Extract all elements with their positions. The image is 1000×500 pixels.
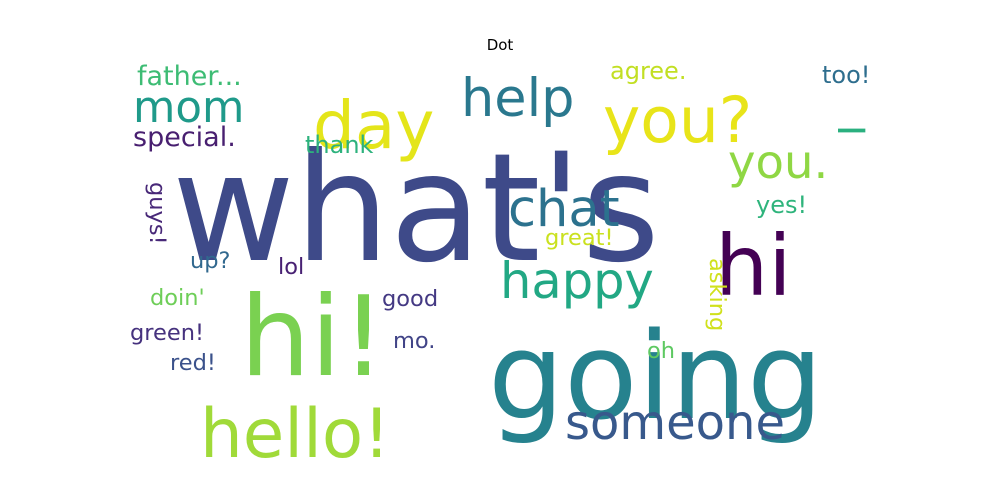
word-4: hello! — [200, 394, 390, 473]
word-27: green! — [130, 320, 204, 346]
word-13: I — [829, 125, 873, 136]
word-10: someone — [565, 395, 785, 451]
word-6: you? — [603, 84, 752, 157]
word-18: thank — [305, 131, 374, 159]
word-21: guys! — [144, 182, 170, 245]
word-17: too! — [822, 61, 870, 89]
word-30: oh — [647, 338, 675, 364]
word-24: doin' — [150, 285, 205, 311]
word-29: red! — [170, 350, 216, 376]
chart-title: Dot — [486, 36, 514, 54]
word-9: happy — [500, 252, 654, 310]
word-1: going — [488, 308, 823, 447]
word-23: lol — [278, 254, 304, 280]
word-28: mo. — [393, 328, 435, 354]
word-0: what's — [172, 122, 660, 296]
word-26: asking — [704, 258, 730, 331]
word-8: chat — [508, 180, 620, 239]
word-12: mom — [133, 83, 244, 133]
word-14: father... — [137, 61, 242, 92]
word-3: hi — [715, 217, 792, 315]
word-7: help — [461, 68, 575, 129]
word-2: hi! — [240, 273, 386, 402]
word-19: yes! — [756, 191, 807, 219]
word-11: you. — [728, 135, 828, 189]
word-25: good — [382, 286, 438, 312]
word-20: great! — [545, 225, 614, 251]
word-22: up? — [190, 248, 231, 274]
word-5: day — [313, 87, 434, 164]
word-16: agree. — [610, 57, 686, 85]
word-15: special. — [133, 122, 236, 153]
